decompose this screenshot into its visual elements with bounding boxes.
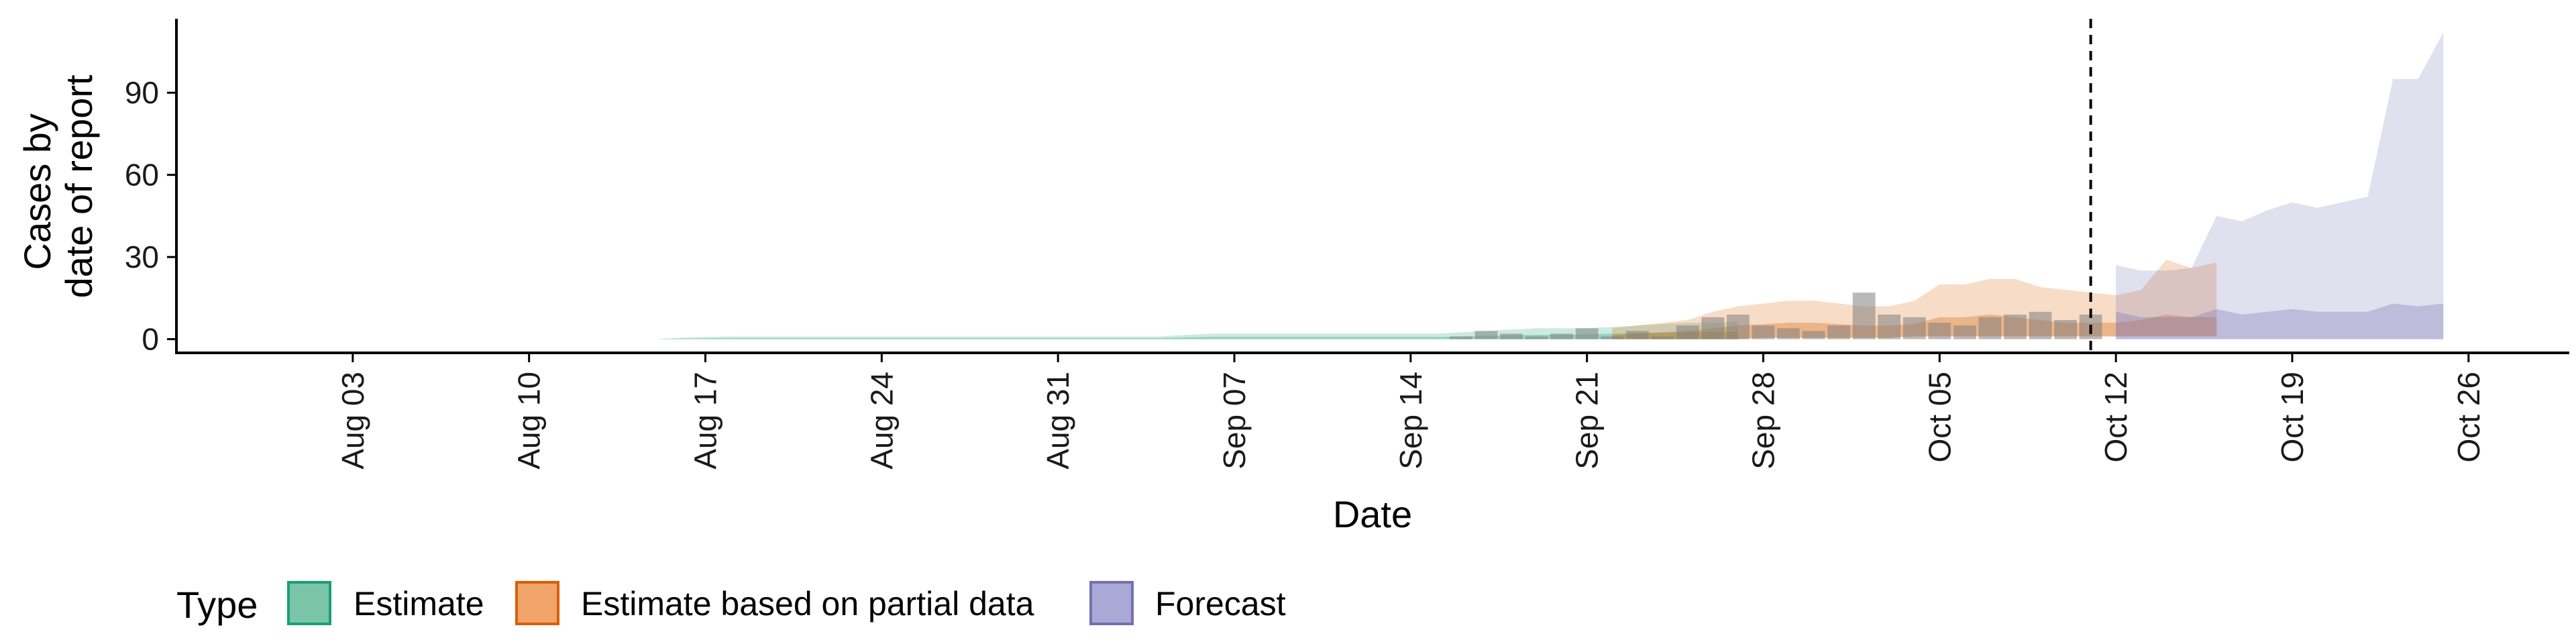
observed-bar	[1500, 333, 1523, 339]
observed-bar	[1752, 325, 1775, 339]
observed-bar	[1701, 317, 1725, 339]
observed-bar	[1928, 323, 1951, 339]
legend-key-forecast	[1089, 581, 1134, 625]
y-ticks: 0 30 60 90	[125, 75, 176, 357]
x-tick-label: Aug 03	[335, 372, 370, 470]
observed-bar	[1676, 325, 1699, 339]
y-tick-label: 90	[125, 75, 159, 110]
observed-bar	[1802, 331, 1825, 339]
observed-bar	[1852, 292, 1876, 339]
ci50-band-2	[2116, 303, 2444, 339]
legend-label-forecast: Forecast	[1155, 585, 1286, 623]
y-axis-title-line-1: Cases by	[16, 113, 58, 270]
legend-label-partial: Estimate based on partial data	[581, 585, 1034, 623]
y-tick-label: 0	[142, 322, 159, 357]
observed-bar	[1625, 331, 1649, 339]
observed-bar	[1978, 317, 2002, 339]
observed-bar	[2054, 320, 2077, 339]
x-tick-label: Aug 17	[688, 372, 723, 470]
x-ticks: Aug 03 Aug 10 Aug 17 Aug 24 Aug 31 Sep 07 Sep …	[335, 353, 2486, 470]
observed-bar	[1651, 336, 1674, 339]
observed-bar	[1953, 325, 1976, 339]
ci90-band-0	[327, 321, 1738, 339]
legend-key-partial	[515, 581, 559, 625]
observed-bar	[1878, 314, 1901, 339]
legend-title: Type	[176, 584, 258, 626]
observed-bar	[1575, 328, 1599, 339]
x-tick-label: Aug 31	[1040, 372, 1075, 470]
x-tick-label: Aug 10	[512, 372, 547, 470]
x-tick-label: Sep 21	[1570, 372, 1605, 470]
x-tick-label: Oct 05	[1922, 372, 1957, 463]
observed-bar	[1601, 336, 1624, 339]
x-tick-label: Oct 19	[2275, 372, 2310, 463]
x-tick-label: Sep 14	[1393, 372, 1428, 470]
x-tick-label: Oct 26	[2451, 372, 2486, 463]
x-tick-label: Sep 07	[1217, 372, 1252, 470]
axes	[175, 19, 2569, 354]
observed-bar	[1450, 336, 1472, 339]
observed-bar	[1902, 317, 1926, 339]
x-tick-label: Oct 12	[2098, 372, 2133, 463]
legend: Type Estimate Estimate based on partial …	[176, 581, 1286, 626]
legend-label-estimate: Estimate	[354, 585, 484, 623]
ci90-band-1	[1612, 260, 2217, 339]
y-axis-title-line-2: date of report	[58, 74, 100, 299]
observed-bar	[1550, 333, 1573, 339]
observed-bar	[1727, 314, 1750, 339]
observed-bar-layer	[1450, 292, 2102, 339]
observed-bar	[2004, 314, 2027, 339]
x-axis-title: Date	[1333, 493, 1412, 535]
observed-bar	[1827, 325, 1850, 339]
observed-bar	[1525, 336, 1548, 339]
band-layer	[327, 32, 2444, 339]
y-tick-label: 30	[125, 239, 159, 274]
ci50-band-0	[327, 331, 1738, 339]
ci90-band-2	[2116, 32, 2444, 339]
observed-bar	[2029, 311, 2052, 339]
legend-key-estimate	[287, 581, 331, 625]
x-tick-label: Sep 28	[1746, 372, 1781, 470]
y-axis-title: Cases by date of report	[16, 74, 100, 299]
observed-bar	[1777, 328, 1800, 339]
x-tick-label: Aug 24	[864, 372, 899, 470]
y-tick-label: 60	[125, 158, 159, 193]
observed-bar	[1474, 331, 1498, 339]
